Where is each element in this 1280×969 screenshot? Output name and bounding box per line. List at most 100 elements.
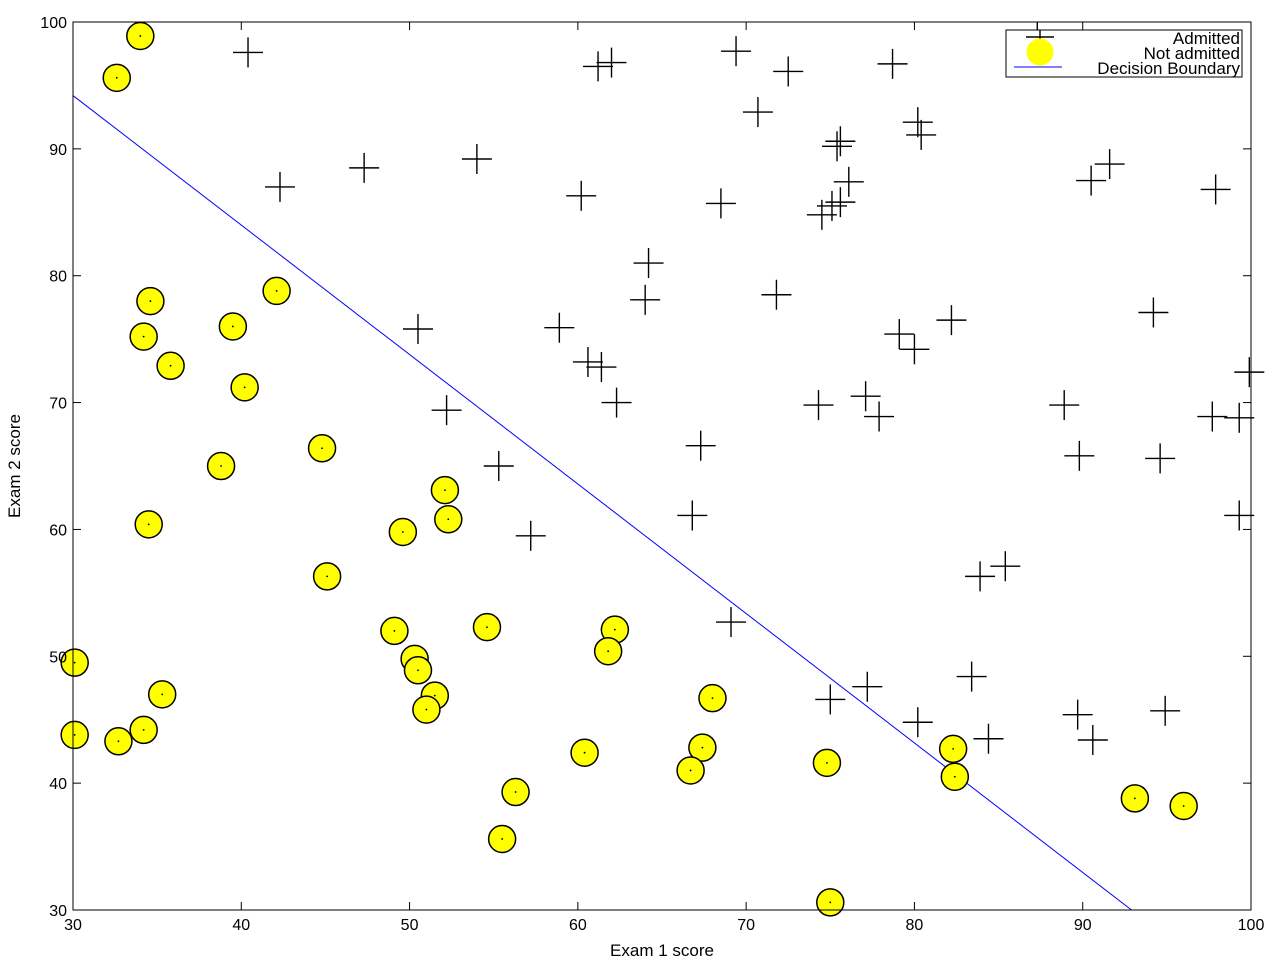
admitted-point [461,144,492,175]
admitted-point [515,520,546,551]
admitted-point [973,723,1004,754]
admitted-point [773,56,804,87]
admitted-point [677,500,708,531]
admitted-point [1145,443,1176,474]
admitted-point [586,352,617,383]
admitted-point [1234,357,1265,388]
x-tick-label: 100 [1238,917,1265,934]
not-admitted-point [136,286,165,316]
admitted-point [572,346,603,377]
admitted-point [402,313,433,344]
admitted-point [906,119,937,150]
admitted-point [1150,695,1181,726]
admitted-point [566,180,597,211]
not-admitted-point [312,562,342,591]
admitted-point [705,188,736,219]
admitted-point [264,171,295,202]
not-admitted-point [938,734,968,764]
not-admitted-point [812,748,842,778]
not-admitted-point [501,777,530,807]
admitted-point [761,279,792,310]
admitted-point [1049,390,1080,421]
admitted-point [715,607,746,638]
admitted-point [583,51,614,82]
axes-frame [72,21,1252,911]
admitted-point [956,661,987,692]
x-tick-label: 70 [737,917,755,934]
admitted-point [990,551,1021,582]
x-tick-label: 60 [569,917,587,934]
not-admitted-point [60,648,89,677]
plot-area [60,21,1265,917]
not-admitted-point [218,312,248,341]
admitted-point [1076,165,1107,196]
not-admitted-point [102,63,132,93]
not-admitted-point [129,322,158,351]
y-tick-label: 40 [49,776,67,793]
y-tick-label: 100 [40,15,67,32]
not-admitted-point [816,888,845,917]
not-admitted-point [60,720,89,750]
admitted-point [899,334,930,365]
x-tick-label: 80 [906,917,924,934]
not-admitted-point [434,505,463,534]
not-admitted-point [676,756,705,785]
y-tick-label: 70 [49,396,67,413]
y-tick-label: 30 [49,903,67,920]
legend-not-admitted-marker [1026,38,1054,66]
admitted-point [742,97,773,128]
admitted-point [833,166,864,197]
admitted-point [1064,440,1095,471]
admitted-point [936,305,967,336]
admitted-point [1197,401,1228,432]
not-admitted-point [262,276,291,306]
admitted-point [721,36,752,67]
not-admitted-point [940,762,970,792]
admitted-point [1224,500,1255,531]
admitted-point [825,126,856,157]
legend-label-admitted: Admitted [1173,29,1240,48]
admitted-point [596,47,627,78]
legend: Admitted Not admitted Decision Boundary [1005,29,1243,78]
legend-label-not-admitted: Not admitted [1144,44,1240,63]
admitted-point [1094,149,1125,180]
not-admitted-point [403,655,433,685]
admitted-point [349,152,380,183]
tick-labels: 30 40 50 60 70 80 90 100 30 40 50 60 70 80 90 100 [40,15,1264,934]
admitted-point [822,131,853,162]
admitted-point [815,684,846,715]
admitted-point [633,248,664,279]
admitted-point [544,312,575,343]
admitted-point [877,48,908,79]
not-admitted-point [147,680,177,709]
admitted-point [884,319,915,350]
legend-label-decision-boundary: Decision Boundary [1097,59,1240,78]
not-admitted-point [593,636,623,666]
not-admitted-point [472,612,502,642]
admitted-point [816,190,847,221]
admitted-point [902,707,933,738]
admitted-point [685,430,716,461]
admitted-point [864,401,895,432]
not-admitted-point [698,683,727,713]
admitted-point [852,671,883,702]
admitted-point [630,284,661,315]
not-admitted-point [206,451,236,481]
legend-entry-decision-boundary: Decision Boundary [1014,59,1240,78]
x-tick-label: 40 [232,917,250,934]
not-admitted-point [412,695,441,724]
admitted-point [902,107,933,138]
admitted-point [233,37,264,68]
not-admitted-point [487,824,517,854]
admitted-point [850,381,881,412]
x-axis-label: Exam 1 score [610,941,714,960]
not-admitted-point [388,517,418,547]
admitted-point [483,451,514,481]
not-admitted-point [380,616,409,646]
y-tick-label: 50 [49,649,67,666]
y-tick-label: 80 [49,269,67,286]
y-tick-label: 60 [49,522,67,539]
